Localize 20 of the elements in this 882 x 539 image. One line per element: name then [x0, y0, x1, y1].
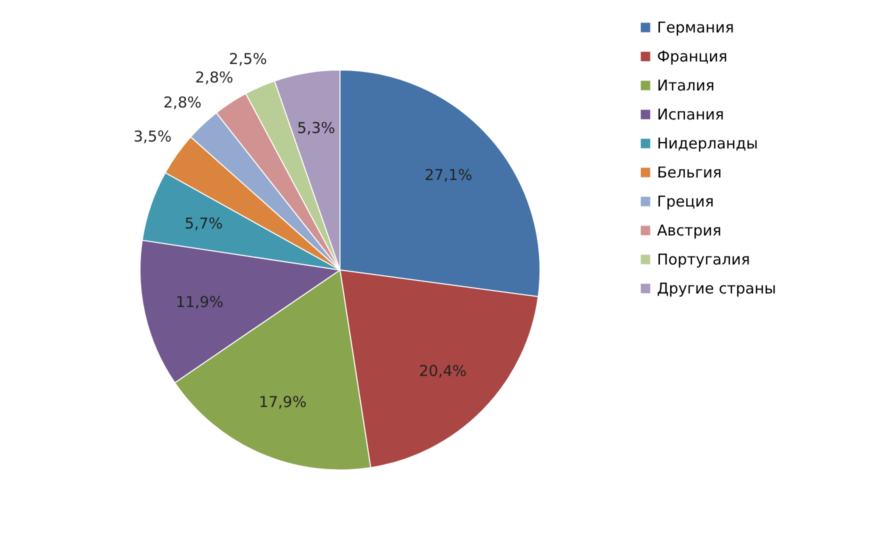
- legend-label: Бельгия: [657, 164, 722, 182]
- legend-label: Испания: [657, 106, 724, 124]
- data-label: 3,5%: [133, 128, 172, 146]
- legend-label: Германия: [657, 18, 734, 36]
- legend-label: Франция: [657, 48, 728, 66]
- data-label: 2,5%: [228, 50, 267, 68]
- legend-label: Другие страны: [657, 280, 776, 298]
- legend-label: Австрия: [657, 222, 722, 240]
- data-label: 17,9%: [258, 393, 307, 412]
- data-label: 11,9%: [176, 293, 224, 312]
- data-label: 2,8%: [163, 93, 202, 112]
- data-label: 20,4%: [419, 362, 467, 380]
- legend-label: Италия: [657, 76, 715, 94]
- data-label: 5,3%: [297, 118, 336, 137]
- legend-label: Португалия: [657, 250, 750, 268]
- data-label: 27,1%: [424, 166, 472, 184]
- legend-label: Нидерланды: [657, 134, 758, 152]
- data-label: 5,7%: [184, 214, 223, 233]
- data-label: 2,8%: [195, 68, 234, 86]
- legend-label: Греция: [657, 192, 714, 210]
